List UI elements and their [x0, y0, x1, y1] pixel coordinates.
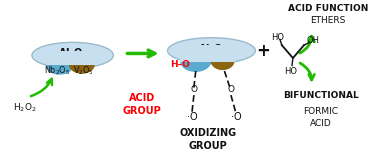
Bar — [46, 51, 74, 65]
Bar — [211, 45, 235, 62]
Text: ·Ȯ: ·Ȯ — [187, 112, 197, 122]
Text: V$_2$O$_5$: V$_2$O$_5$ — [73, 64, 94, 77]
Text: ACID FUNCTION: ACID FUNCTION — [288, 4, 368, 13]
Text: ACID
GROUP: ACID GROUP — [123, 93, 161, 116]
Text: FORMIC
ACID: FORMIC ACID — [303, 107, 338, 128]
Text: O: O — [228, 85, 234, 94]
Ellipse shape — [211, 52, 235, 70]
Text: OXIDIZING
GROUP: OXIDIZING GROUP — [179, 128, 236, 151]
Bar — [69, 51, 97, 65]
Text: HO: HO — [285, 67, 297, 75]
Ellipse shape — [167, 38, 256, 64]
Ellipse shape — [32, 42, 113, 68]
Bar — [180, 45, 211, 62]
Text: HO: HO — [272, 33, 285, 42]
Text: Al$_2$O$_3$: Al$_2$O$_3$ — [198, 42, 228, 56]
Text: ETHERS: ETHERS — [310, 16, 346, 25]
Ellipse shape — [180, 50, 211, 72]
Text: H–O: H–O — [170, 60, 190, 69]
Text: +: + — [256, 42, 270, 60]
Text: Al$_2$O$_3$: Al$_2$O$_3$ — [58, 47, 88, 60]
Text: H$_2$O$_2$: H$_2$O$_2$ — [13, 102, 37, 114]
Text: OH: OH — [307, 36, 320, 45]
Ellipse shape — [69, 55, 95, 74]
Text: ·Ȯ: ·Ȯ — [231, 112, 242, 122]
Ellipse shape — [46, 54, 74, 75]
Text: Nb$_2$O$_5$: Nb$_2$O$_5$ — [44, 64, 70, 77]
Text: O: O — [191, 85, 197, 94]
Text: BIFUNCTIONAL: BIFUNCTIONAL — [283, 91, 359, 100]
